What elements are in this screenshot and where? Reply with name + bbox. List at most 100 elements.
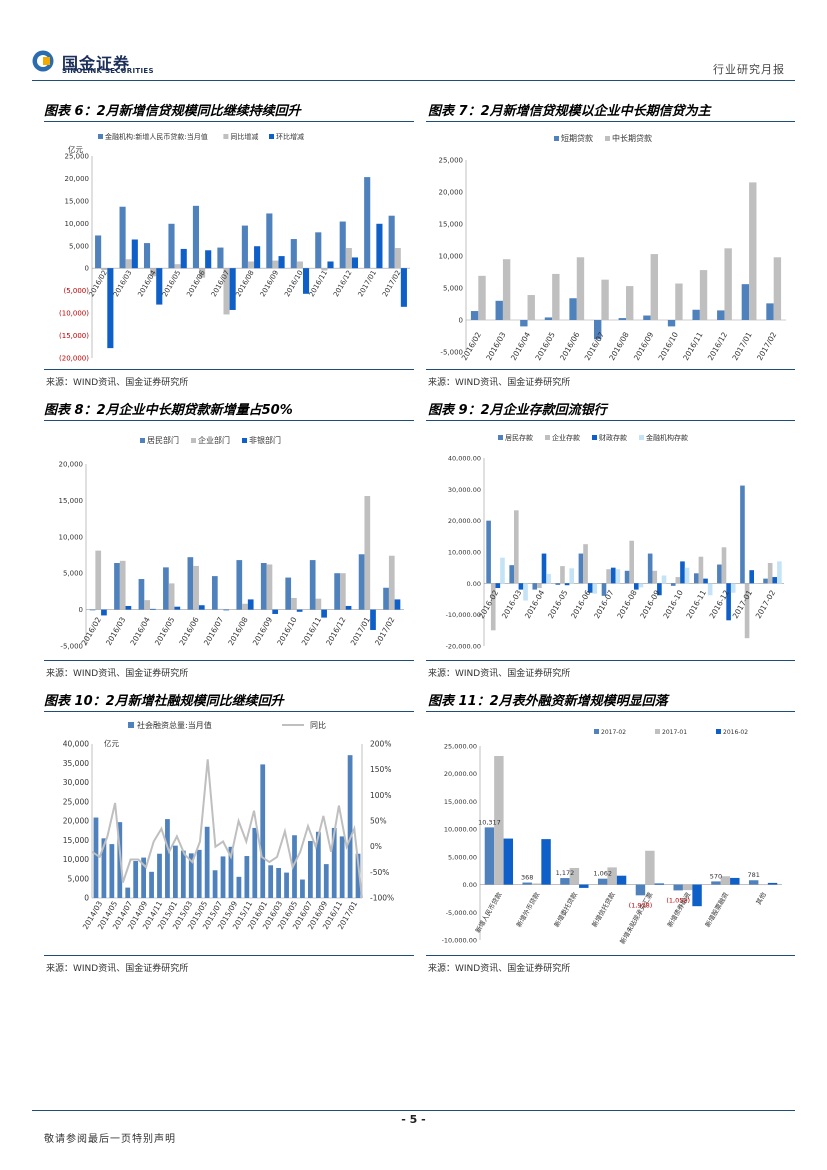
legend-label: 金融机构存款 — [646, 433, 688, 442]
bar — [131, 239, 138, 269]
chart-8-title: 图表 8：2月企业中长期贷款新增量占50% — [44, 403, 293, 418]
legend-label: 财政存款 — [599, 433, 627, 442]
legend-label: 环比增减 — [276, 132, 304, 141]
y-tick-label: 10,000 — [59, 533, 84, 541]
bar — [284, 872, 289, 898]
page-header: 国金证券 SINOLINK SECURITIES 行业研究月报 — [0, 0, 827, 81]
bar — [675, 577, 681, 584]
chart-10-source: 来源：WIND资讯、国金证券研究所 — [46, 964, 189, 974]
bar — [266, 213, 273, 269]
bar — [741, 284, 750, 320]
bar — [180, 850, 186, 898]
x-tick-label: 2017/01 — [730, 330, 753, 362]
bar — [125, 887, 131, 898]
bar — [211, 576, 218, 610]
bar — [592, 583, 598, 594]
bar — [315, 598, 322, 610]
footer-note: 敬请参阅最后一页特别声明 — [44, 1134, 176, 1145]
data-label: 1,172 — [556, 869, 575, 877]
bar — [560, 878, 570, 885]
bar — [334, 573, 340, 610]
y-tick-label: 20,000 — [65, 175, 90, 183]
bar — [292, 835, 297, 898]
chart-11-source: 来源：WIND资讯、国金证券研究所 — [428, 964, 571, 974]
bar — [308, 841, 313, 898]
y-tick-label: 15,000 — [63, 836, 89, 845]
y-tick-label: 10,000.00 — [444, 826, 477, 834]
bar — [724, 248, 732, 320]
y2-tick-label: -50% — [370, 868, 389, 877]
bar — [247, 261, 255, 269]
bar — [358, 554, 365, 610]
bar — [205, 250, 212, 269]
bar — [168, 223, 175, 269]
chart-11-offbalance: 25,000.00 20,000.00 15,000.00 10,000.00 5,00… — [442, 729, 782, 946]
bar — [247, 599, 254, 610]
legend-swatch — [594, 729, 599, 734]
x-tick-label: 2016/03 — [104, 615, 127, 647]
bar — [541, 553, 547, 584]
chart-8-title-rule — [44, 420, 414, 421]
x-tick-label: 2016/06 — [558, 330, 581, 362]
data-label: 10,317 — [478, 818, 501, 826]
x-tick-label: 2016/06 — [177, 615, 200, 647]
bar — [339, 221, 346, 269]
legend-label: 短期贷款 — [561, 133, 593, 143]
bar — [174, 606, 181, 610]
bar — [670, 583, 676, 586]
y-tick-label: -10,000.00 — [442, 937, 477, 945]
bar — [500, 557, 505, 584]
bar — [503, 838, 514, 885]
bar — [703, 578, 708, 584]
bar — [260, 764, 266, 898]
y-tick-label: 40,000.00 — [448, 455, 481, 463]
y-tick-label: 15,000 — [59, 497, 84, 505]
y2-tick-label: 150% — [370, 765, 391, 774]
bar — [721, 547, 727, 584]
bar — [629, 540, 634, 584]
bar — [518, 583, 524, 590]
bar — [490, 583, 496, 631]
chart-9-deposits: 40,000.00 30,000.00 20,000.00 10,000.00 0.00… — [446, 433, 784, 651]
data-label: (1,052) — [666, 896, 690, 904]
x-tick-label: 2016-11 — [684, 588, 708, 620]
bar — [707, 583, 713, 596]
bar — [290, 239, 297, 269]
bar — [680, 561, 685, 584]
bar — [717, 564, 722, 584]
bar — [638, 583, 644, 588]
bar — [223, 609, 230, 611]
bar — [272, 260, 279, 269]
bar — [339, 573, 346, 610]
chart-8-source: 来源：WIND资讯、国金证券研究所 — [46, 669, 189, 679]
bar — [495, 583, 501, 589]
bar — [502, 259, 511, 320]
bar — [647, 553, 653, 584]
y-tick-label: -5,000 — [60, 643, 83, 651]
bar — [555, 583, 561, 585]
bar — [601, 583, 607, 596]
y-tick-label: 25,000.00 — [444, 743, 477, 751]
x-tick-label: 新增未贴现承兑汇票 — [618, 890, 655, 946]
bar — [323, 864, 329, 898]
bar — [486, 520, 491, 584]
y-tick-label: (20,000) — [59, 355, 89, 363]
bar — [220, 856, 226, 898]
legend-swatch — [98, 134, 103, 139]
x-tick-label: 2017/01 — [357, 269, 378, 298]
y-tick-label: 0.00 — [467, 580, 481, 588]
x-tick-label: 2017/02 — [755, 330, 778, 362]
y-tick-label: 5,000 — [68, 874, 90, 883]
x-tick-label: 2016-10 — [661, 588, 685, 620]
x-tick-label: 2016/10 — [283, 269, 304, 298]
x-tick-label: 新增外币贷款 — [514, 890, 542, 929]
legend-swatch — [223, 134, 229, 139]
bar — [607, 867, 617, 885]
x-tick-label: 2016/07 — [202, 615, 225, 647]
bar — [101, 268, 108, 271]
company-name-en: SINOLINK SECURITIES — [62, 67, 154, 75]
yoy-line — [91, 759, 363, 899]
bar — [388, 215, 395, 269]
x-tick-label: 2016-03 — [500, 588, 524, 620]
bar — [626, 286, 634, 320]
